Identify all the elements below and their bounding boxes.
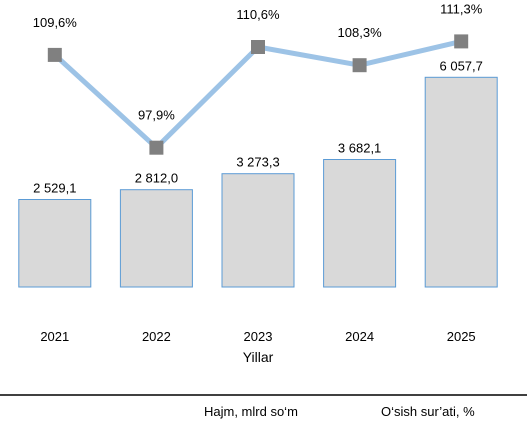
- legend-line-series: O‘sish sur’ati, %: [381, 404, 475, 419]
- bar-label-2021: 2 529,1: [33, 181, 76, 196]
- growth-label-2023: 110,6%: [236, 7, 280, 22]
- x-tick-2025: 2025: [447, 329, 476, 344]
- growth-marker-2024: [352, 58, 367, 73]
- x-axis-title: Yillar: [243, 349, 274, 365]
- legend-bar-series: Hajm, mlrd so‘m: [204, 404, 298, 419]
- bar-label-2022: 2 812,0: [135, 171, 178, 186]
- growth-line-group: [47, 34, 469, 155]
- growth-marker-2021: [47, 47, 62, 62]
- growth-label-2021: 109,6%: [33, 15, 78, 30]
- x-tick-2021: 2021: [40, 329, 69, 344]
- bar-2024: [323, 159, 397, 288]
- bars-group: [18, 76, 498, 288]
- growth-line: [53, 38, 462, 151]
- bar-labels-group: 2 529,1 2 812,0 3 273,3 3 682,1 6 057,7: [33, 58, 483, 195]
- growth-label-2024: 108,3%: [338, 25, 383, 40]
- growth-label-2025: 111,3%: [440, 1, 483, 16]
- growth-marker-2023: [251, 40, 265, 54]
- bar-label-2023: 3 273,3: [236, 155, 279, 170]
- bar-2025: [424, 76, 498, 288]
- x-tick-2024: 2024: [345, 329, 374, 344]
- bar-label-2024: 3 682,1: [338, 141, 381, 156]
- growth-label-2022: 97,9%: [138, 108, 175, 123]
- bar-2022: [119, 189, 193, 288]
- bar-2021: [18, 199, 92, 288]
- growth-marker-2022: [149, 140, 164, 155]
- growth-marker-2025: [454, 34, 469, 49]
- bar-label-2025: 6 057,7: [440, 58, 483, 73]
- growth-labels-group: 109,6% 97,9% 110,6% 108,3% 111,3%: [33, 1, 483, 122]
- x-tick-2022: 2022: [142, 329, 171, 344]
- x-tick-2023: 2023: [244, 329, 273, 344]
- bar-2023: [221, 173, 295, 288]
- x-ticks-group: 2021 2022 2023 2024 2025: [40, 329, 475, 344]
